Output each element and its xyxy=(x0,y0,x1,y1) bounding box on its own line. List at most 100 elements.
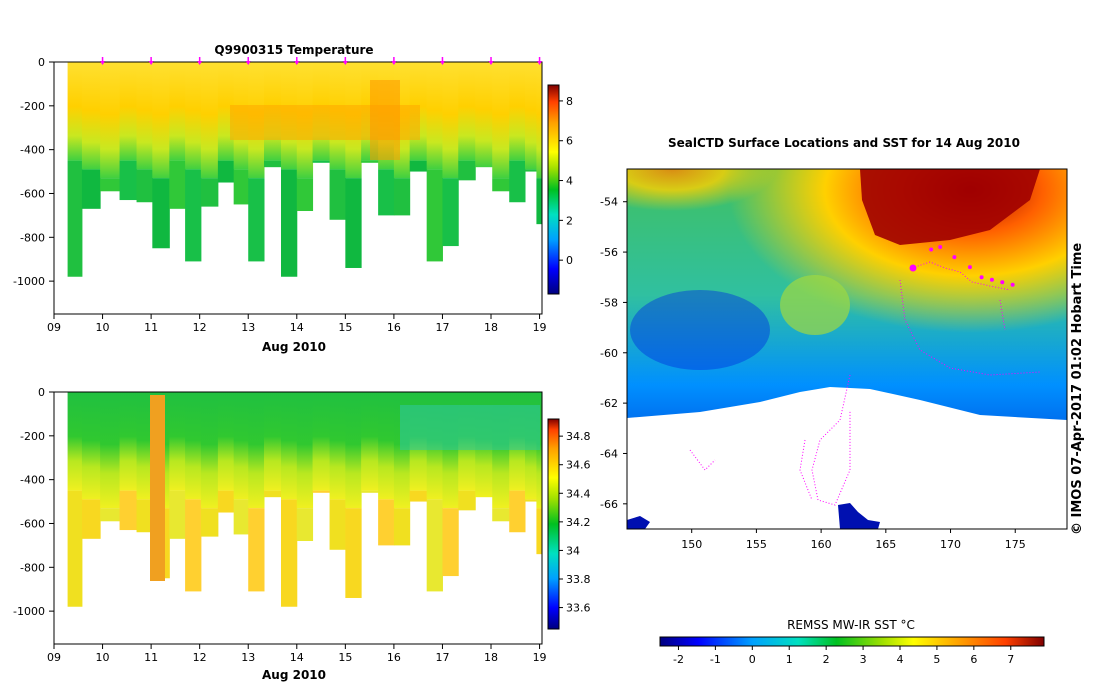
colorbar-tick-label: 6 xyxy=(566,135,573,148)
profile-column-deep xyxy=(509,490,526,533)
seal-location-dot xyxy=(967,265,972,270)
profile-column-upper xyxy=(81,392,101,500)
salinity-x-ticks: 09 10 11 12 13 14 15 16 17 18 19 xyxy=(47,644,547,664)
temperature-y-ticks: 0 -200 -400 -600 -800 -1000 xyxy=(13,56,54,288)
y-tick-label: -800 xyxy=(20,231,45,244)
seal-location-dot xyxy=(1000,280,1005,285)
colorbar-tick-label: 33.8 xyxy=(566,573,591,586)
profile-column-deep xyxy=(393,508,411,546)
map-x-ticks: 150 155 160 165 170 175 xyxy=(681,529,1026,551)
y-tick-label: -200 xyxy=(20,430,45,443)
y-tick-label: -200 xyxy=(20,100,45,113)
profile-column-upper xyxy=(248,392,265,509)
temperature-colorbar-ticks: 0 2 4 6 8 xyxy=(559,95,573,267)
x-tick-label: 11 xyxy=(144,651,158,664)
profile-column-upper xyxy=(281,392,298,500)
x-tick-label: 19 xyxy=(533,651,547,664)
x-tick-label: 14 xyxy=(290,651,304,664)
profile-column-upper xyxy=(345,392,362,509)
y-tick-label: 0 xyxy=(38,386,45,399)
profile-column-upper xyxy=(442,62,459,179)
profile-column-upper xyxy=(329,392,346,500)
temperature-heatmap xyxy=(67,62,542,277)
profile-column-deep xyxy=(296,508,314,542)
profile-column-deep xyxy=(536,508,542,555)
profile-column-upper xyxy=(185,62,202,170)
coastal-sst-patch xyxy=(838,503,880,529)
profile-column-upper xyxy=(525,62,537,170)
seal-location-dot xyxy=(979,275,984,280)
profile-column-deep xyxy=(426,169,443,262)
salinity-heatmap xyxy=(67,392,542,607)
salinity-xlabel: Aug 2010 xyxy=(262,668,326,682)
x-tick-label: 17 xyxy=(435,321,449,334)
seal-location-dot xyxy=(952,255,957,260)
map-y-tick-label: -58 xyxy=(600,296,618,309)
sst-warm-eddy xyxy=(780,275,850,335)
colorbar-tick-label: 8 xyxy=(566,95,573,108)
temperature-columns xyxy=(67,62,542,277)
y-tick-label: -400 xyxy=(20,474,45,487)
profile-column-upper xyxy=(296,392,314,509)
profile-column-upper xyxy=(81,62,101,170)
profile-column-deep xyxy=(312,160,331,163)
colorbar-tick-label: 4 xyxy=(566,175,573,188)
profile-column-deep xyxy=(409,490,428,502)
profile-column-deep xyxy=(378,169,395,216)
x-tick-label: 17 xyxy=(435,651,449,664)
latest-location-marker xyxy=(909,264,917,272)
profile-column-deep xyxy=(525,169,537,172)
sst-colorbar-tick-label: 6 xyxy=(970,653,977,666)
sst-colorbar-tick-label: -1 xyxy=(710,653,721,666)
seal-location-dot xyxy=(1010,282,1015,287)
profile-column-deep xyxy=(81,169,101,209)
profile-column-upper xyxy=(233,392,249,500)
x-tick-label: 13 xyxy=(241,651,255,664)
profile-column-deep xyxy=(409,160,428,172)
colorbar-tick-label: 2 xyxy=(566,214,573,227)
profile-column-deep xyxy=(67,160,83,277)
profile-column-deep xyxy=(152,178,170,249)
temperature-xlabel: Aug 2010 xyxy=(262,340,326,354)
profile-column-deep xyxy=(217,490,235,513)
seal-track xyxy=(689,261,1041,506)
temperature-profile-markers xyxy=(100,57,543,65)
profile-column-deep xyxy=(329,169,346,220)
x-tick-label: 12 xyxy=(193,321,207,334)
map-y-tick-label: -54 xyxy=(600,196,618,209)
seal-location-dot xyxy=(938,245,943,250)
profile-column-deep xyxy=(345,508,362,598)
profile-column-upper xyxy=(100,62,121,179)
profile-column-deep xyxy=(281,169,298,277)
profile-column-upper xyxy=(100,392,121,509)
profile-column-deep xyxy=(426,499,443,592)
profile-column-upper xyxy=(200,392,219,509)
colorbar-tick-label: 34 xyxy=(566,544,580,557)
x-tick-label: 10 xyxy=(96,651,110,664)
profile-column-deep xyxy=(393,178,411,216)
profile-column-deep xyxy=(136,499,153,533)
profile-marker-head xyxy=(537,61,543,65)
profile-column-deep xyxy=(81,499,101,539)
profile-column-deep xyxy=(442,508,459,577)
temperature-warm-core xyxy=(370,80,400,160)
profile-column-deep xyxy=(185,499,202,592)
x-tick-label: 09 xyxy=(47,321,61,334)
salinity-frame xyxy=(53,391,543,645)
profile-column-upper xyxy=(536,62,542,179)
map-title: SealCTD Surface Locations and SST for 14… xyxy=(668,136,1020,150)
antarctic-land xyxy=(627,387,1067,529)
salinity-salty-profile xyxy=(150,395,165,581)
temperature-panel: Q9900315 Temperature 09 10 11 12 13 14 15 16 17 1… xyxy=(13,43,573,354)
map-x-tick-label: 170 xyxy=(940,538,961,551)
x-tick-label: 15 xyxy=(338,321,352,334)
profile-column-deep xyxy=(281,499,298,607)
profile-column-upper xyxy=(378,392,395,500)
temperature-x-ticks: 09 10 11 12 13 14 15 16 17 18 19 xyxy=(47,314,547,334)
profile-column-deep xyxy=(119,490,138,531)
x-tick-label: 13 xyxy=(241,321,255,334)
map-x-tick-label: 160 xyxy=(811,538,832,551)
map-y-tick-label: -56 xyxy=(600,246,618,259)
map-y-tick-label: -60 xyxy=(600,347,618,360)
profile-column-deep xyxy=(233,169,249,205)
